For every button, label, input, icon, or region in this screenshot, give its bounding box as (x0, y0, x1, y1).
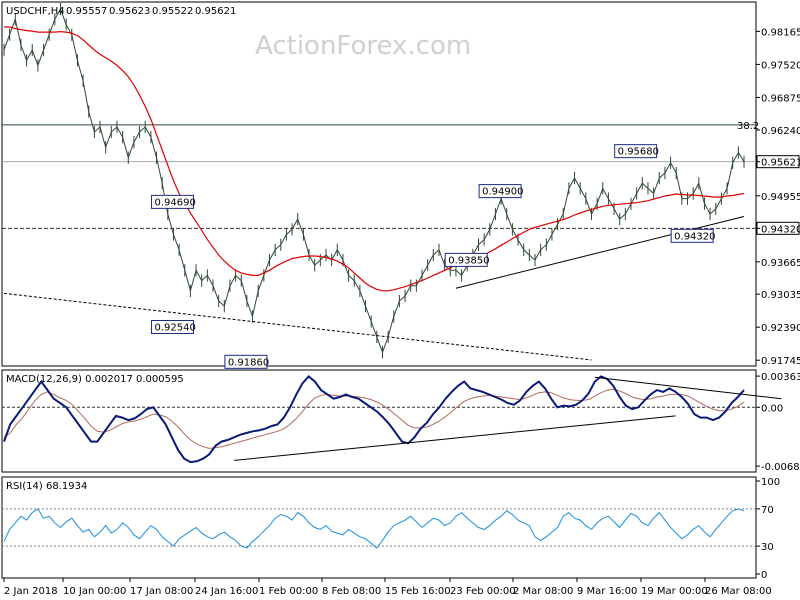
macd-signal-line (3, 388, 745, 449)
ohlc-close: 0.95621 (195, 6, 236, 17)
ohlc-low: 0.95522 (152, 6, 193, 17)
x-axis-label: 10 Jan 00:00 (63, 586, 126, 597)
level-annotation-label: 0.95680 (618, 147, 659, 158)
watermark: ActionForex.com (255, 31, 471, 61)
x-axis-label: 9 Mar 16:00 (577, 586, 637, 597)
price-axis-label: 0.93665 (761, 258, 800, 269)
ohlc-open: 0.95557 (66, 6, 107, 17)
level-annotation-label: 0.94900 (482, 187, 523, 198)
price-axis-label: 0.96240 (761, 126, 800, 137)
macd-axis-label: -0.006858 (761, 462, 800, 473)
rsi-layer (2, 508, 756, 549)
moving-average-line (4, 26, 745, 292)
macd-layer (2, 375, 782, 464)
level-annotation-label: 0.94320 (674, 231, 715, 242)
level-annotation-label: 0.91860 (228, 357, 269, 368)
x-axis-label: 17 Jan 08:00 (130, 586, 193, 597)
price-axis-label: 0.91745 (761, 356, 800, 367)
price-trendline (3, 292, 592, 361)
level-annotation-box (150, 194, 194, 209)
x-axis-label: 23 Feb 00:00 (450, 586, 516, 597)
macd-trendline (234, 415, 676, 461)
x-axis-label: 26 Mar 08:00 (705, 586, 772, 597)
level-annotation-box (444, 252, 488, 267)
price-series-line (3, 7, 745, 354)
level-annotation-label: 0.94690 (154, 197, 195, 208)
price-layer: 0.94690 0.92540 0.91860 0.94900 0.93850 0.956… (2, 2, 756, 369)
rsi-axis-label: 70 (761, 505, 774, 516)
price-axis-label: 0.96875 (761, 93, 800, 104)
rsi-title: RSI(14) 68.1934 (6, 481, 87, 492)
price-axis-label: 0.92390 (761, 323, 800, 334)
price-pane-frame (1, 1, 757, 367)
x-axis-label: 19 Mar 00:00 (641, 586, 708, 597)
rsi-axis-label: 30 (761, 542, 774, 553)
rsi-axis-label: 0 (761, 570, 767, 581)
level-annotation-box (614, 144, 658, 159)
price-axis-label: 0.97520 (761, 60, 800, 71)
macd-axis-label: 0.003638 (761, 372, 800, 383)
rsi-line (3, 508, 745, 549)
rsi-axis-label: 100 (761, 477, 780, 488)
level-annotation-box (478, 184, 522, 199)
price-axis-label: 0.98165 (761, 27, 800, 38)
macd-trendline (594, 376, 782, 400)
macd-pane-frame (1, 369, 757, 473)
price-title: USDCHF,H4 (6, 6, 65, 17)
fib-label: 38.2 (737, 121, 759, 132)
level-annotation-label: 0.93850 (448, 255, 489, 266)
macd-line (3, 375, 745, 464)
price-trendline (455, 216, 745, 289)
rsi-pane-frame (1, 476, 757, 579)
x-axis-label: 24 Jan 16:00 (195, 586, 258, 597)
level-annotation-box (670, 228, 714, 243)
price-axis-label: 0.93035 (761, 290, 800, 301)
price-axis-label: 0.94955 (761, 192, 800, 203)
x-axis-label: 8 Feb 08:00 (322, 586, 381, 597)
macd-title: MACD(12,26,9) 0.002017 0.000595 (6, 374, 184, 385)
macd-axis-label: 0.00 (761, 403, 783, 414)
price-axis-label: 0.95621 (761, 158, 800, 169)
level-annotation-label: 0.92540 (154, 322, 195, 333)
axis-layer: 0.98165 0.97520 0.96875 0.96240 0.95621 0.949… (3, 27, 800, 597)
x-axis-label: 2 Jan 2018 (4, 586, 58, 597)
x-axis-label: 15 Feb 16:00 (385, 586, 451, 597)
level-annotation-box (224, 354, 268, 369)
x-axis-label: 1 Feb 00:00 (259, 586, 318, 597)
price-axis-label: 0.94320 (761, 224, 800, 235)
level-annotation-box (150, 319, 194, 334)
ohlc-high: 0.95623 (109, 6, 150, 17)
x-axis-label: 2 Mar 08:00 (513, 586, 573, 597)
